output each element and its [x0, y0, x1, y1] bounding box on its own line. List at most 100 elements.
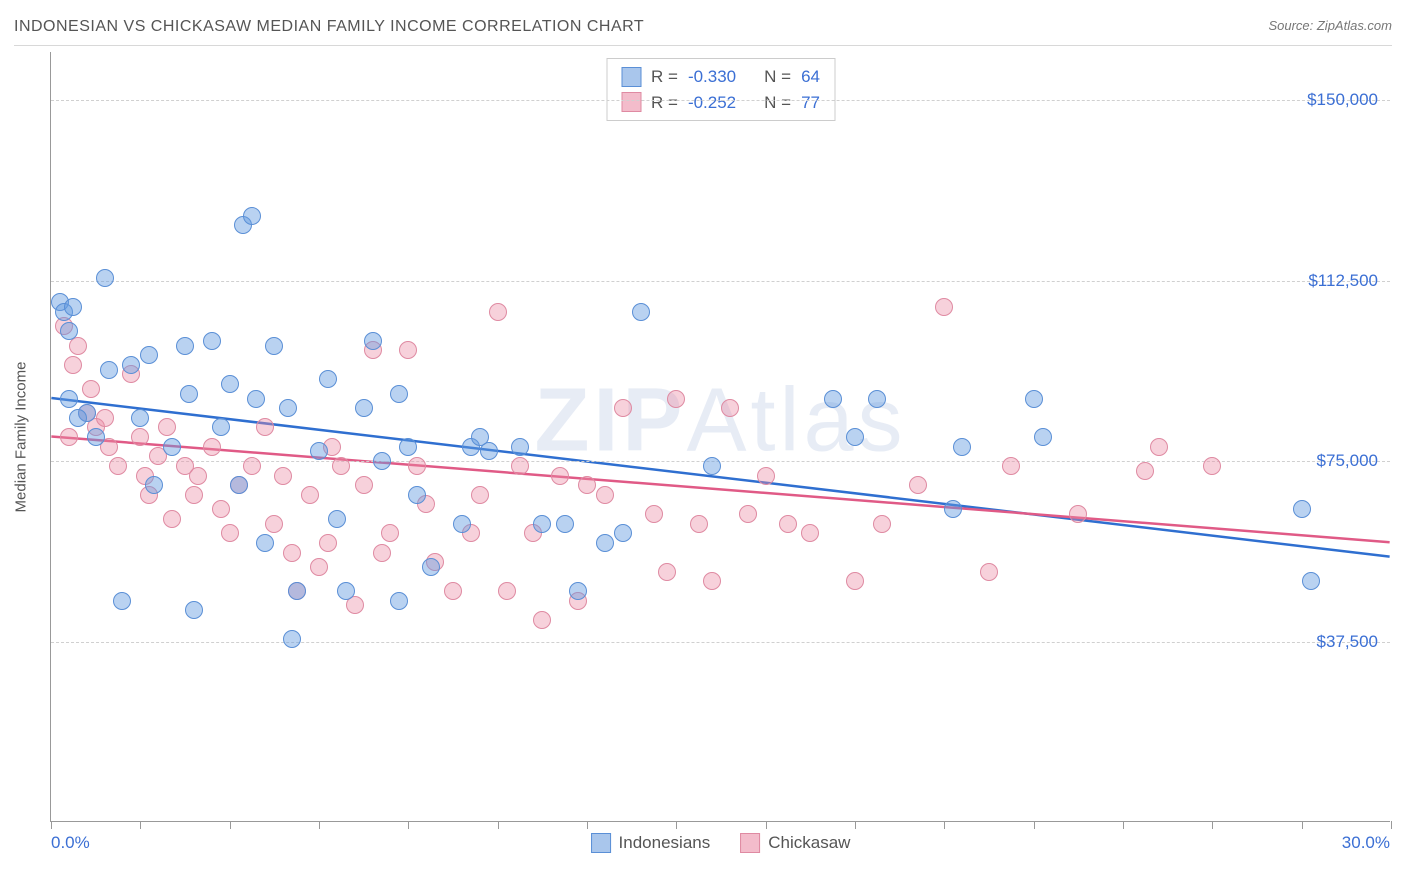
- x-tick: [1212, 821, 1213, 829]
- scatter-point-indonesians: [453, 515, 471, 533]
- scatter-point-chickasaw: [163, 510, 181, 528]
- scatter-point-indonesians: [221, 375, 239, 393]
- scatter-point-indonesians: [283, 630, 301, 648]
- gridline-h: [51, 281, 1390, 282]
- series-label-chickasaw: Chickasaw: [768, 833, 850, 853]
- scatter-point-indonesians: [1034, 428, 1052, 446]
- scatter-point-indonesians: [247, 390, 265, 408]
- scatter-point-chickasaw: [109, 457, 127, 475]
- scatter-point-indonesians: [390, 592, 408, 610]
- scatter-point-chickasaw: [301, 486, 319, 504]
- scatter-point-indonesians: [632, 303, 650, 321]
- x-tick: [766, 821, 767, 829]
- scatter-point-chickasaw: [355, 476, 373, 494]
- x-tick: [51, 821, 52, 829]
- n-label: N =: [764, 64, 791, 90]
- scatter-point-chickasaw: [274, 467, 292, 485]
- scatter-point-chickasaw: [801, 524, 819, 542]
- chart-container: INDONESIAN VS CHICKASAW MEDIAN FAMILY IN…: [0, 0, 1406, 892]
- scatter-point-indonesians: [203, 332, 221, 350]
- trendline-chickasaw: [51, 437, 1389, 543]
- scatter-point-indonesians: [511, 438, 529, 456]
- scatter-point-chickasaw: [131, 428, 149, 446]
- header-bar: INDONESIAN VS CHICKASAW MEDIAN FAMILY IN…: [14, 18, 1392, 46]
- scatter-point-indonesians: [556, 515, 574, 533]
- y-axis-title: Median Family Income: [13, 361, 30, 512]
- scatter-point-indonesians: [310, 442, 328, 460]
- scatter-point-indonesians: [163, 438, 181, 456]
- scatter-point-chickasaw: [471, 486, 489, 504]
- scatter-point-chickasaw: [60, 428, 78, 446]
- scatter-point-chickasaw: [551, 467, 569, 485]
- legend-item-indonesians: Indonesians: [591, 833, 711, 853]
- scatter-point-chickasaw: [1203, 457, 1221, 475]
- scatter-point-chickasaw: [399, 341, 417, 359]
- scatter-point-chickasaw: [533, 611, 551, 629]
- scatter-point-indonesians: [355, 399, 373, 417]
- x-tick: [1391, 821, 1392, 829]
- scatter-point-chickasaw: [243, 457, 261, 475]
- x-axis-min-label: 0.0%: [51, 833, 90, 853]
- scatter-point-chickasaw: [310, 558, 328, 576]
- scatter-point-indonesians: [69, 409, 87, 427]
- scatter-point-indonesians: [953, 438, 971, 456]
- source-attribution: Source: ZipAtlas.com: [1268, 18, 1392, 33]
- scatter-point-chickasaw: [1002, 457, 1020, 475]
- scatter-point-indonesians: [230, 476, 248, 494]
- scatter-point-indonesians: [364, 332, 382, 350]
- scatter-point-indonesians: [614, 524, 632, 542]
- correlation-legend: R = -0.330 N = 64 R = -0.252 N = 77: [606, 58, 835, 121]
- trend-lines-layer: [51, 52, 1390, 821]
- scatter-point-indonesians: [1293, 500, 1311, 518]
- scatter-point-chickasaw: [645, 505, 663, 523]
- scatter-point-indonesians: [390, 385, 408, 403]
- scatter-point-indonesians: [64, 298, 82, 316]
- r-value-chickasaw: -0.252: [688, 90, 736, 116]
- scatter-point-indonesians: [96, 269, 114, 287]
- scatter-point-chickasaw: [408, 457, 426, 475]
- scatter-point-chickasaw: [721, 399, 739, 417]
- swatch-indonesians: [621, 67, 641, 87]
- watermark: ZIPAtlas: [534, 370, 906, 473]
- scatter-point-chickasaw: [511, 457, 529, 475]
- scatter-point-indonesians: [185, 601, 203, 619]
- scatter-point-indonesians: [703, 457, 721, 475]
- scatter-point-indonesians: [868, 390, 886, 408]
- scatter-point-chickasaw: [690, 515, 708, 533]
- scatter-point-indonesians: [1302, 572, 1320, 590]
- legend-item-chickasaw: Chickasaw: [740, 833, 850, 853]
- swatch-chickasaw: [740, 833, 760, 853]
- scatter-point-indonesians: [533, 515, 551, 533]
- y-tick-label: $75,000: [1317, 451, 1378, 471]
- scatter-point-chickasaw: [444, 582, 462, 600]
- source-prefix: Source:: [1268, 18, 1316, 33]
- scatter-point-chickasaw: [381, 524, 399, 542]
- scatter-point-indonesians: [408, 486, 426, 504]
- scatter-point-chickasaw: [203, 438, 221, 456]
- scatter-point-indonesians: [480, 442, 498, 460]
- source-name: ZipAtlas.com: [1317, 18, 1392, 33]
- scatter-point-chickasaw: [283, 544, 301, 562]
- scatter-point-indonesians: [373, 452, 391, 470]
- scatter-point-chickasaw: [82, 380, 100, 398]
- scatter-point-indonesians: [596, 534, 614, 552]
- series-legend: Indonesians Chickasaw: [591, 833, 851, 853]
- x-tick: [944, 821, 945, 829]
- scatter-point-indonesians: [212, 418, 230, 436]
- r-value-indonesians: -0.330: [688, 64, 736, 90]
- trendline-indonesians: [51, 398, 1389, 557]
- plot-area: Median Family Income ZIPAtlas R = -0.330…: [50, 52, 1390, 822]
- x-tick: [1123, 821, 1124, 829]
- scatter-point-indonesians: [337, 582, 355, 600]
- scatter-point-chickasaw: [1069, 505, 1087, 523]
- scatter-point-indonesians: [1025, 390, 1043, 408]
- scatter-point-chickasaw: [489, 303, 507, 321]
- x-tick: [587, 821, 588, 829]
- scatter-point-chickasaw: [703, 572, 721, 590]
- n-label: N =: [764, 90, 791, 116]
- legend-row-chickasaw: R = -0.252 N = 77: [621, 90, 820, 116]
- scatter-point-chickasaw: [1136, 462, 1154, 480]
- scatter-point-chickasaw: [614, 399, 632, 417]
- x-tick: [1034, 821, 1035, 829]
- scatter-point-chickasaw: [1150, 438, 1168, 456]
